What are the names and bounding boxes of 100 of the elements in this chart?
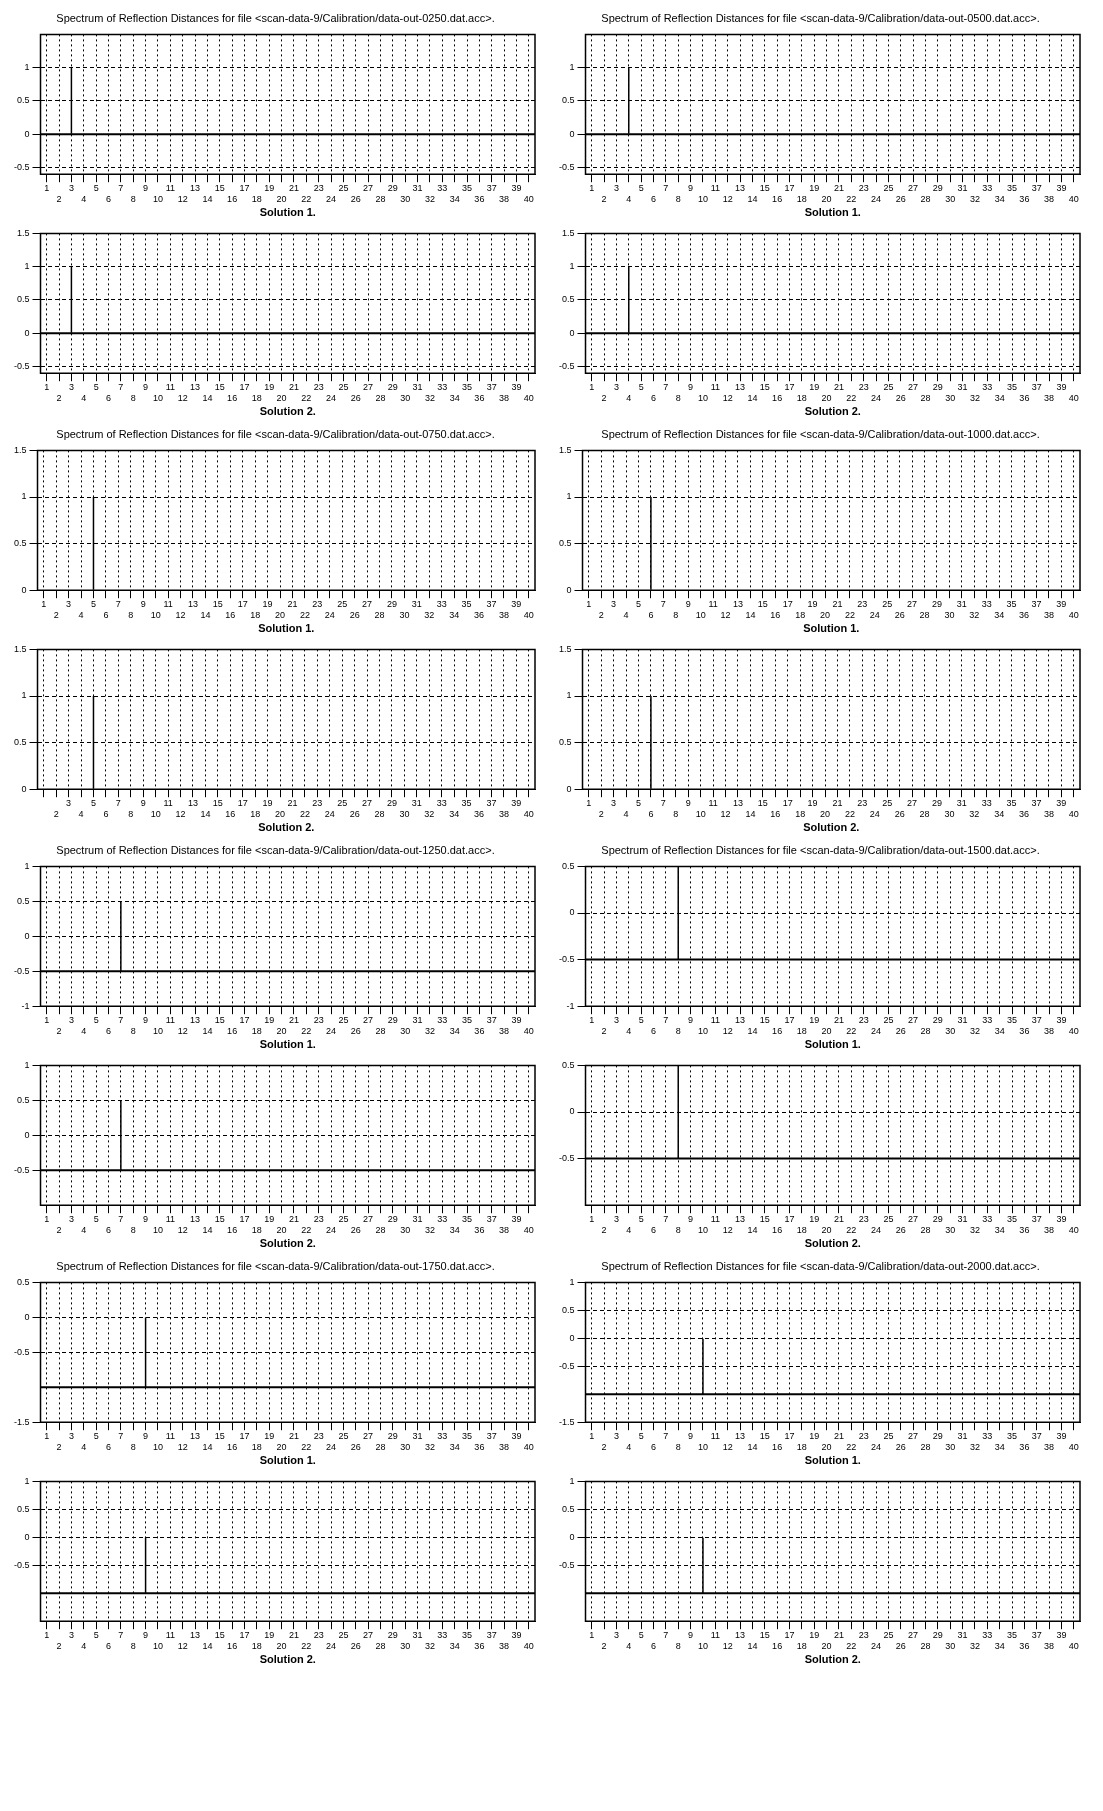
x-tick-label: 16: [224, 808, 235, 819]
y-tick-label: 1: [568, 1276, 575, 1287]
x-tick-label: 5: [638, 382, 644, 393]
x-tick-label: 32: [423, 808, 434, 819]
x-tick-label: 6: [650, 193, 656, 204]
x-tick-label: 2: [56, 392, 62, 403]
x-tick-label: 2: [598, 609, 604, 620]
x-tick-label: 8: [672, 609, 678, 620]
x-tick-label: 39: [1055, 1015, 1066, 1026]
x-tick-label: 30: [399, 1025, 410, 1036]
x-tick-label: 39: [1055, 1630, 1066, 1641]
x-tick-label: 31: [956, 599, 967, 610]
y-tick-label: -0.5: [558, 954, 575, 965]
x-tick-label: 8: [127, 808, 133, 819]
x-tick-label: 3: [610, 599, 616, 610]
x-tick-label: 23: [858, 382, 869, 393]
x-tick-label: 21: [288, 382, 299, 393]
y-tick-label: -1: [20, 1000, 30, 1011]
y-tick-label: 1: [568, 1475, 575, 1486]
x-tick-label: 12: [720, 808, 731, 819]
x-tick-label: 10: [152, 392, 163, 403]
x-tick-label: 26: [349, 808, 360, 819]
x-axis-title: Solution 2.: [804, 1237, 861, 1250]
x-tick-label: 34: [994, 392, 1005, 403]
x-tick-label: 2: [56, 1025, 62, 1036]
x-tick-label: 4: [80, 1640, 86, 1651]
x-tick-label: 4: [623, 808, 629, 819]
x-tick-label: 6: [647, 609, 653, 620]
x-tick-label: 20: [821, 1441, 832, 1452]
x-tick-label: 1: [588, 1630, 594, 1641]
x-tick-label: 22: [845, 1224, 856, 1235]
y-tick-label: -0.5: [558, 361, 575, 372]
x-tick-label: 1: [40, 599, 46, 610]
x-axis-title: Solution 2.: [257, 821, 314, 834]
x-tick-label: 36: [473, 1640, 484, 1651]
x-tick-label: 24: [324, 609, 335, 620]
x-tick-label: 26: [350, 1224, 361, 1235]
x-tick-label: 28: [919, 1224, 930, 1235]
x-tick-label: 35: [461, 1630, 472, 1641]
x-tick-label: 34: [994, 1224, 1005, 1235]
x-tick-label: 4: [625, 392, 631, 403]
chart-title: Spectrum of Reflection Distances for file <scan-data-9/Calibration/data-out-1500.dat.acc>.: [600, 844, 1041, 856]
x-tick-label: 34: [449, 193, 460, 204]
x-tick-label: 24: [325, 193, 336, 204]
y-tick-label: 0: [568, 1332, 575, 1343]
x-tick-label: 23: [313, 1015, 324, 1026]
x-tick-label: 18: [251, 1224, 262, 1235]
x-tick-label: 25: [337, 1015, 348, 1026]
x-tick-label: 23: [856, 599, 867, 610]
x-tick-label: 21: [288, 1431, 299, 1442]
x-tick-label: 38: [498, 193, 509, 204]
x-tick-label: 38: [498, 1640, 509, 1651]
x-tick-label: 40: [1068, 1441, 1079, 1452]
x-tick-label: 13: [189, 1214, 200, 1225]
x-tick-label: 31: [957, 1214, 968, 1225]
x-tick-label: 7: [662, 382, 668, 393]
x-tick-label: 4: [80, 193, 86, 204]
x-tick-label: 22: [845, 1640, 856, 1651]
x-tick-label: 16: [769, 808, 780, 819]
x-tick-label: 25: [337, 382, 348, 393]
y-tick-label: 1: [568, 62, 575, 73]
chart-title: Spectrum of Reflection Distances for file <scan-data-9/Calibration/data-out-0500.dat.acc>.: [600, 12, 1041, 24]
x-tick-label: 4: [625, 1224, 631, 1235]
x-tick-label: 20: [276, 1025, 287, 1036]
x-tick-label: 7: [115, 798, 121, 809]
x-tick-label: 8: [130, 193, 136, 204]
x-tick-label: 30: [399, 1224, 410, 1235]
x-tick-label: 11: [710, 1214, 720, 1225]
x-tick-label: 7: [662, 1431, 668, 1442]
x-tick-label: 29: [387, 183, 398, 194]
x-tick-label: 24: [325, 392, 336, 403]
x-tick-label: 20: [276, 193, 287, 204]
x-tick-label: 11: [710, 1630, 720, 1641]
x-tick-label: 33: [436, 1214, 447, 1225]
x-tick-label: 6: [105, 392, 111, 403]
x-tick-label: 37: [1031, 183, 1042, 194]
x-tick-label: 38: [1043, 193, 1054, 204]
x-tick-label: 36: [473, 1441, 484, 1452]
x-tick-label: 17: [783, 1431, 794, 1442]
x-tick-label: 25: [337, 1214, 348, 1225]
x-tick-label: 25: [336, 599, 347, 610]
x-tick-label: 16: [771, 1640, 782, 1651]
x-tick-label: 6: [105, 1640, 111, 1651]
x-tick-label: 6: [650, 392, 656, 403]
x-tick-label: 31: [412, 1431, 423, 1442]
y-tick-label: 0: [23, 1531, 30, 1542]
x-axis-title: Solution 1.: [804, 1454, 861, 1467]
x-tick-label: 12: [722, 1640, 733, 1651]
x-tick-label: 3: [65, 599, 71, 610]
x-tick-label: 21: [288, 1214, 299, 1225]
x-tick-label: 21: [831, 798, 842, 809]
x-tick-label: 32: [969, 1640, 980, 1651]
x-tick-label: 14: [201, 193, 212, 204]
x-tick-label: 37: [486, 1630, 497, 1641]
x-tick-label: 15: [214, 1630, 225, 1641]
x-tick-label: 13: [732, 798, 743, 809]
x-tick-label: 17: [238, 183, 249, 194]
x-tick-label: 26: [350, 1441, 361, 1452]
x-tick-label: 11: [165, 382, 175, 393]
x-tick-label: 34: [994, 1441, 1005, 1452]
